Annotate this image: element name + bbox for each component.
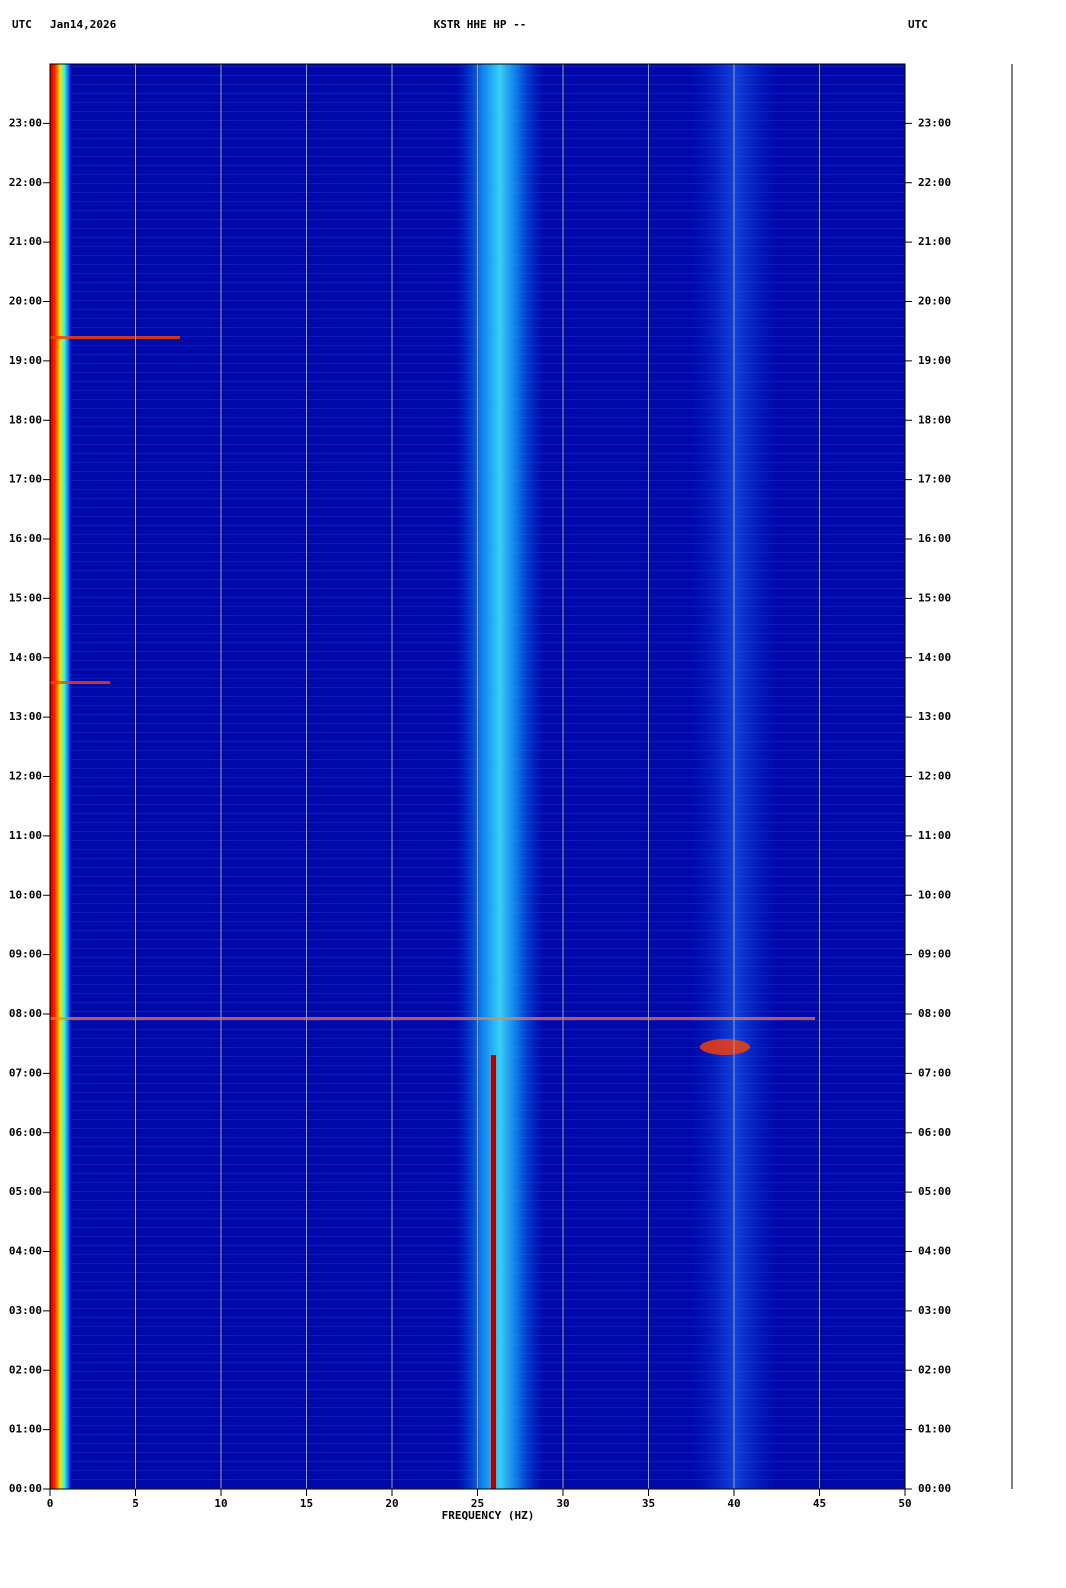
y-tick-label-right: 22:00 <box>918 176 951 189</box>
y-tick-label: 13:00 <box>9 710 42 723</box>
y-tick-label: 02:00 <box>9 1363 42 1376</box>
x-tick-label: 20 <box>385 1497 398 1510</box>
y-tick-label: 15:00 <box>9 591 42 604</box>
y-tick-label: 04:00 <box>9 1245 42 1258</box>
y-tick-label: 01:00 <box>9 1423 42 1436</box>
y-tick-label: 17:00 <box>9 473 42 486</box>
y-tick-label: 10:00 <box>9 888 42 901</box>
y-tick-label: 06:00 <box>9 1126 42 1139</box>
plot-frame <box>49 63 906 1490</box>
y-tick-label-right: 19:00 <box>918 354 951 367</box>
y-tick-label: 12:00 <box>9 770 42 783</box>
left-header: UTC <box>12 18 32 31</box>
y-tick-label-right: 09:00 <box>918 948 951 961</box>
y-tick-label: 23:00 <box>9 116 42 129</box>
y-tick-label-right: 02:00 <box>918 1363 951 1376</box>
y-tick-label: 05:00 <box>9 1185 42 1198</box>
x-tick-label: 10 <box>214 1497 227 1510</box>
y-tick-label-right: 00:00 <box>918 1482 951 1495</box>
y-tick-label: 22:00 <box>9 176 42 189</box>
y-tick-label-right: 10:00 <box>918 888 951 901</box>
y-tick-label: 08:00 <box>9 1007 42 1020</box>
y-tick-label-right: 12:00 <box>918 770 951 783</box>
y-tick-label: 09:00 <box>9 948 42 961</box>
x-axis-label: FREQUENCY (HZ) <box>442 1509 535 1522</box>
y-tick-label: 18:00 <box>9 413 42 426</box>
y-tick-label-right: 16:00 <box>918 532 951 545</box>
y-tick-label-right: 14:00 <box>918 651 951 664</box>
y-tick-label: 00:00 <box>9 1482 42 1495</box>
y-tick-label-right: 20:00 <box>918 295 951 308</box>
y-tick-label: 07:00 <box>9 1066 42 1079</box>
y-tick-label: 20:00 <box>9 295 42 308</box>
y-tick-label: 03:00 <box>9 1304 42 1317</box>
y-tick-label: 19:00 <box>9 354 42 367</box>
y-tick-label: 11:00 <box>9 829 42 842</box>
y-tick-label: 21:00 <box>9 235 42 248</box>
y-tick-label: 16:00 <box>9 532 42 545</box>
x-tick-label: 50 <box>898 1497 911 1510</box>
y-tick-label-right: 21:00 <box>918 235 951 248</box>
chart-title: KSTR HHE HP -- <box>434 18 527 31</box>
x-tick-label: 35 <box>642 1497 655 1510</box>
y-tick-label-right: 06:00 <box>918 1126 951 1139</box>
y-tick-label-right: 18:00 <box>918 413 951 426</box>
x-tick-label: 40 <box>727 1497 740 1510</box>
x-tick-label: 30 <box>556 1497 569 1510</box>
y-tick-label-right: 23:00 <box>918 116 951 129</box>
y-tick-label: 14:00 <box>9 651 42 664</box>
y-tick-label-right: 17:00 <box>918 473 951 486</box>
x-tick-label: 15 <box>300 1497 313 1510</box>
x-tick-label: 0 <box>47 1497 54 1510</box>
date: Jan14,2026 <box>50 18 117 31</box>
x-tick-label: 5 <box>132 1497 139 1510</box>
x-tick-label: 25 <box>471 1497 484 1510</box>
y-tick-label-right: 15:00 <box>918 591 951 604</box>
x-tick-label: 45 <box>813 1497 826 1510</box>
y-tick-label-right: 13:00 <box>918 710 951 723</box>
y-tick-label-right: 01:00 <box>918 1423 951 1436</box>
y-tick-label-right: 04:00 <box>918 1245 951 1258</box>
y-tick-label-right: 03:00 <box>918 1304 951 1317</box>
y-tick-label-right: 05:00 <box>918 1185 951 1198</box>
y-tick-label-right: 07:00 <box>918 1066 951 1079</box>
y-tick-label-right: 11:00 <box>918 829 951 842</box>
y-tick-label-right: 08:00 <box>918 1007 951 1020</box>
right-header: UTC <box>908 18 928 31</box>
